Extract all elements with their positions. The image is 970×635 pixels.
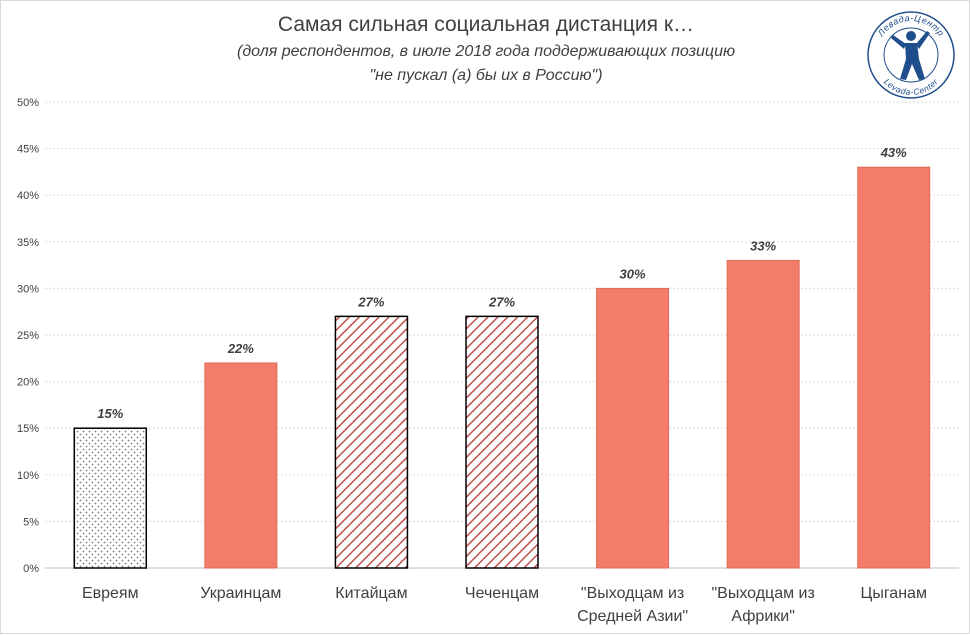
category-label: Евреям <box>82 585 139 602</box>
category-label: Чеченцам <box>465 585 539 602</box>
data-label: 27% <box>357 294 384 309</box>
data-label: 27% <box>488 294 515 309</box>
y-tick-label: 45% <box>17 144 39 156</box>
y-tick-label: 15% <box>17 423 39 435</box>
y-tick-label: 5% <box>23 516 39 528</box>
y-tick-label: 40% <box>17 190 39 202</box>
bar <box>596 287 670 569</box>
data-label: 33% <box>750 238 776 253</box>
category-label: Украинцам <box>200 585 281 602</box>
category-label: Средней Азии" <box>577 608 688 625</box>
y-tick-label: 50% <box>17 97 39 109</box>
levada-center-logo: Левада-Центр Levada-Center <box>867 11 955 99</box>
data-labels: 15% 22% 27% 27% 30% 33% 43% <box>97 145 907 421</box>
bar <box>204 362 278 569</box>
bar <box>334 315 409 569</box>
bar <box>73 427 148 569</box>
y-tick-label: 30% <box>17 283 39 295</box>
y-axis-ticks: 0% 5% 10% 15% 20% 25% 30% 35% 40% 45% 50% <box>17 97 39 575</box>
category-label: Цыганам <box>860 585 926 602</box>
category-label: "Выходцам из <box>581 585 684 602</box>
bar <box>726 259 800 569</box>
category-label: Китайцам <box>335 585 407 602</box>
category-labels: Евреям Украинцам Китайцам Чеченцам "Выходцам… <box>82 585 927 625</box>
y-tick-label: 35% <box>17 237 39 249</box>
bars <box>73 166 931 569</box>
y-tick-label: 10% <box>17 470 39 482</box>
bar <box>465 315 539 569</box>
chart-subtitle-line-2: "не пускал (а) бы их в Россию") <box>369 67 603 84</box>
category-label: "Выходцам из <box>711 585 814 602</box>
bar <box>857 166 931 569</box>
data-label: 30% <box>620 266 646 281</box>
figure-icon <box>891 31 930 80</box>
y-tick-label: 0% <box>23 563 39 575</box>
y-tick-label: 20% <box>17 377 39 389</box>
category-label: Африки" <box>731 608 794 625</box>
data-label: 43% <box>880 145 907 160</box>
y-tick-label: 25% <box>17 330 39 342</box>
data-label: 22% <box>227 341 254 356</box>
chart-subtitle-line-1: (доля респондентов, в июле 2018 года под… <box>236 43 735 60</box>
data-label: 15% <box>97 406 123 421</box>
chart-title: Самая сильная социальная дистанция к… <box>277 13 695 36</box>
